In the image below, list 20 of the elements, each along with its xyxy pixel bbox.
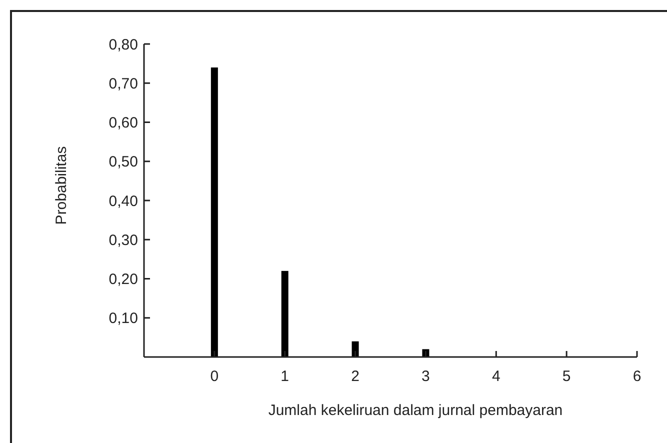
x-axis-title: Jumlah kekeliruan dalam jurnal pembayaran (268, 402, 563, 419)
y-tick-label: 0,30 (108, 232, 138, 249)
y-axis-title: Probabilitas (53, 146, 70, 225)
x-tick-label: 5 (562, 368, 571, 385)
x-tick-label: 0 (210, 368, 219, 385)
y-tick-label: 0,60 (108, 114, 138, 132)
bar (281, 270, 288, 357)
x-tick-label: 6 (632, 368, 642, 385)
y-tick-label: 0,50 (108, 154, 138, 171)
y-tick-label: 0,80 (108, 36, 138, 54)
x-tick-label: 1 (280, 368, 290, 385)
y-tick-label: 0,40 (108, 192, 138, 210)
x-tick-label: 2 (351, 368, 360, 385)
bar (210, 67, 218, 357)
x-tick-label: 4 (492, 368, 500, 385)
x-tick-label: 3 (422, 368, 430, 385)
y-tick-label: 0,70 (108, 75, 138, 92)
y-tick-label: 0,10 (108, 310, 138, 328)
bar (352, 341, 359, 357)
y-tick-label: 0,20 (108, 271, 138, 288)
